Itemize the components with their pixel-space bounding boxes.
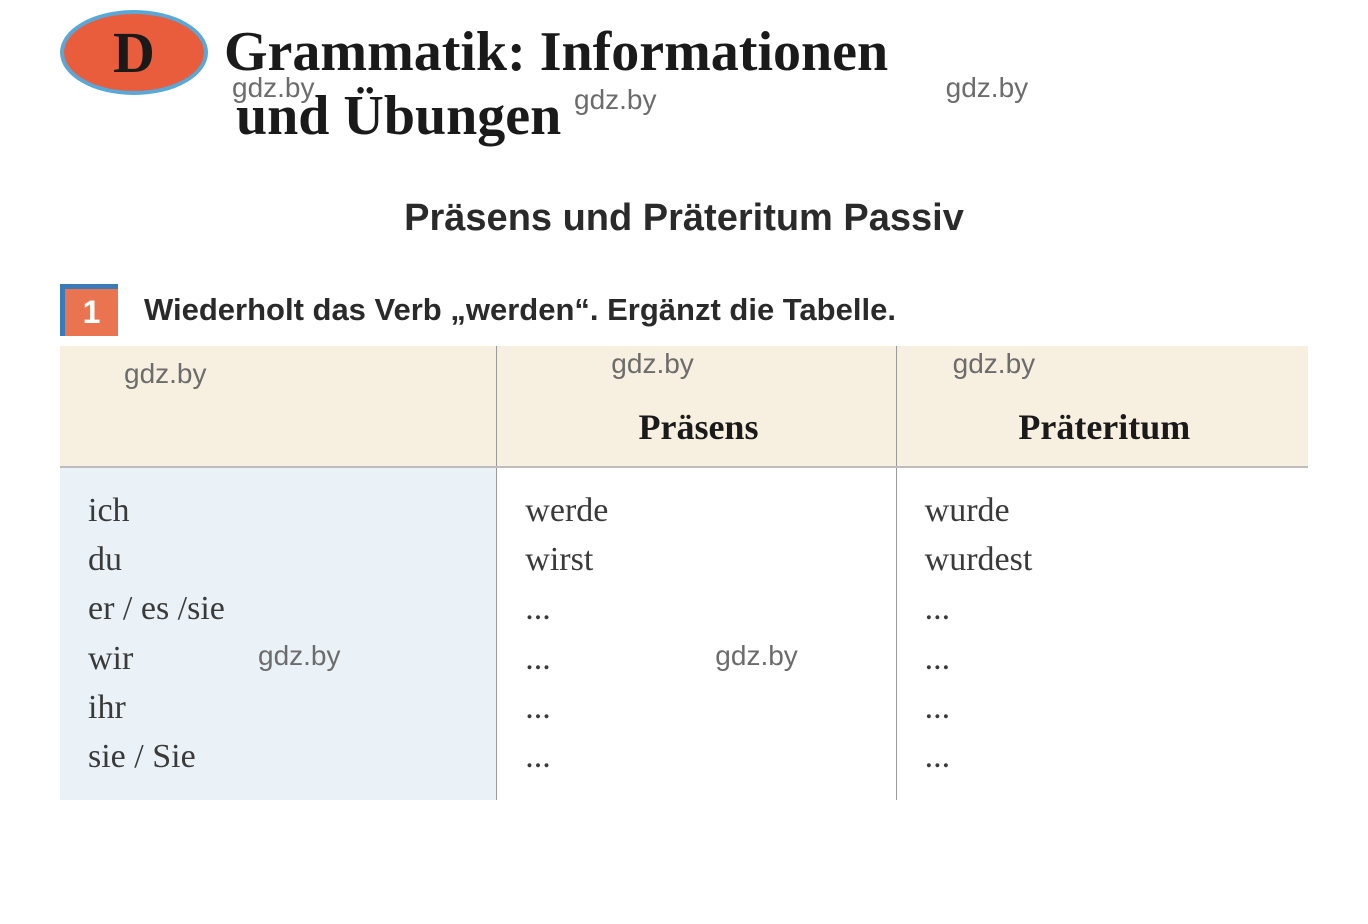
title-line-2: und Übungen xyxy=(236,85,561,147)
cell-line: wurdest xyxy=(925,535,1284,584)
col-header-praeteritum: gdz.by Präteritum xyxy=(896,346,1308,467)
cell-line: ... xyxy=(925,584,1284,633)
watermark-text: gdz.by xyxy=(611,348,694,380)
watermark-text: gdz.by xyxy=(574,84,657,116)
praeteritum-cell: wurde wurdest ... ... ... ... xyxy=(896,467,1308,800)
cell-line: ... xyxy=(525,584,871,633)
cell-line: wirst xyxy=(525,535,871,584)
cell-line: er / es /sie xyxy=(88,584,472,633)
table-header-row: gdz.by gdz.by Präsens gdz.by Präteritum xyxy=(60,346,1308,467)
section-title: Grammatik: Informationen gdz.by gdz.by u… xyxy=(224,20,888,149)
cell-line: ... xyxy=(525,732,871,781)
exercise-number-badge: 1 xyxy=(60,284,118,336)
col-header-label: Präsens xyxy=(638,407,758,447)
conjugation-table: gdz.by gdz.by Präsens gdz.by Präteritum xyxy=(60,346,1308,800)
subheading: Präsens und Präteritum Passiv xyxy=(60,197,1308,240)
cell-line: ich xyxy=(88,486,472,535)
watermark-text: gdz.by xyxy=(715,636,798,677)
cell-line: sie / Sie xyxy=(88,732,472,781)
section-badge: D xyxy=(60,10,208,95)
watermark-text: gdz.by xyxy=(258,636,341,677)
section-header: D Grammatik: Informationen gdz.by gdz.by… xyxy=(60,20,1308,149)
exercise-row: 1 Wiederholt das Verb „werden“. Ergänzt … xyxy=(60,284,1308,336)
cell-line: ... xyxy=(525,683,871,732)
cell-line: ... xyxy=(525,640,551,677)
praesens-cell: werde wirst ... ... gdz.by ... ... xyxy=(497,467,896,800)
cell-line: ... xyxy=(925,683,1284,732)
badge-letter: D xyxy=(113,19,155,86)
cell-line: werde xyxy=(525,486,871,535)
exercise-instruction: Wiederholt das Verb „werden“. Ergänzt di… xyxy=(144,292,896,328)
exercise-number: 1 xyxy=(83,294,101,331)
cell-line: ... xyxy=(925,634,1284,683)
col-header-label: Präteritum xyxy=(1018,407,1190,447)
watermark-text: gdz.by xyxy=(953,348,1036,380)
cell-line: wir xyxy=(88,640,133,677)
cell-line: ihr xyxy=(88,683,472,732)
title-line-1: Grammatik: Informationen xyxy=(224,21,888,83)
pronoun-cell: ich du er / es /sie wir gdz.by ihr sie /… xyxy=(60,467,497,800)
cell-line: ... xyxy=(925,732,1284,781)
col-header-pronoun: gdz.by xyxy=(60,346,497,467)
col-header-praesens: gdz.by Präsens xyxy=(497,346,896,467)
cell-line: du xyxy=(88,535,472,584)
table-row: ich du er / es /sie wir gdz.by ihr sie /… xyxy=(60,467,1308,800)
cell-line: wurde xyxy=(925,486,1284,535)
watermark-text: gdz.by xyxy=(124,358,207,390)
watermark-text: gdz.by xyxy=(946,72,1029,104)
